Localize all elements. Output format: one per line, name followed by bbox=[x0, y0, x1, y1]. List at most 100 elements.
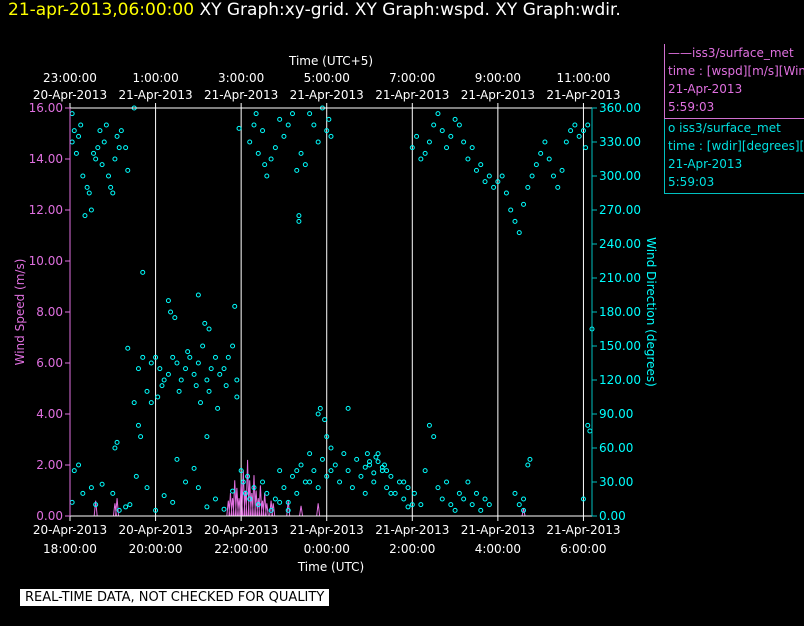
direction-point bbox=[170, 354, 176, 360]
legend-item-direction: o iss3/surface_met time : [wdir][degrees… bbox=[664, 119, 804, 194]
direction-point bbox=[439, 496, 445, 502]
direction-point bbox=[110, 190, 116, 196]
direction-point bbox=[76, 133, 82, 139]
direction-point bbox=[302, 162, 308, 168]
direction-point bbox=[281, 485, 287, 491]
legend-marker-line: —— bbox=[668, 46, 692, 60]
direction-point bbox=[264, 490, 270, 496]
direction-point bbox=[381, 462, 387, 468]
direction-tick-label: 210.00 bbox=[599, 271, 641, 285]
bottom-tick-time: 18:00:00 bbox=[43, 542, 97, 556]
direction-point bbox=[172, 315, 178, 321]
direction-point bbox=[444, 479, 450, 485]
direction-point bbox=[168, 309, 174, 315]
speed-tick-label: 16.00 bbox=[29, 101, 63, 115]
speed-tick-label: 8.00 bbox=[36, 305, 63, 319]
direction-point bbox=[465, 479, 471, 485]
direction-point bbox=[148, 360, 154, 366]
direction-point bbox=[281, 133, 287, 139]
direction-point bbox=[384, 468, 390, 474]
direction-point bbox=[157, 366, 163, 372]
direction-point bbox=[473, 167, 479, 173]
direction-point bbox=[221, 506, 227, 512]
direction-point bbox=[155, 394, 161, 400]
direction-point bbox=[516, 502, 522, 508]
direction-point bbox=[559, 167, 565, 173]
direction-point bbox=[362, 464, 368, 470]
direction-point bbox=[576, 133, 582, 139]
top-tick-time: 3:00:00 bbox=[218, 71, 264, 85]
direction-point bbox=[456, 490, 462, 496]
direction-point bbox=[234, 377, 240, 383]
direction-point bbox=[465, 156, 471, 162]
direction-point bbox=[114, 133, 120, 139]
direction-point bbox=[461, 496, 467, 502]
direction-point bbox=[99, 481, 105, 487]
direction-tick-label: 180.00 bbox=[599, 305, 641, 319]
top-tick-time: 9:00:00 bbox=[475, 71, 521, 85]
direction-point bbox=[345, 405, 351, 411]
direction-point bbox=[223, 383, 229, 389]
direction-point bbox=[88, 207, 94, 213]
direction-point bbox=[358, 473, 364, 479]
direction-point bbox=[521, 507, 527, 513]
legend-series-name: iss3/surface_met bbox=[679, 121, 781, 135]
direction-point bbox=[362, 490, 368, 496]
direction-point bbox=[135, 422, 141, 428]
speed-tick-label: 12.00 bbox=[29, 203, 63, 217]
direction-point bbox=[215, 405, 221, 411]
direction-point bbox=[208, 366, 214, 372]
direction-point bbox=[191, 371, 197, 377]
direction-point bbox=[277, 499, 283, 505]
top-tick-date: 21-Apr-2013 bbox=[461, 88, 535, 102]
direction-point bbox=[580, 496, 586, 502]
direction-point bbox=[307, 451, 313, 457]
direction-point bbox=[76, 462, 82, 468]
direction-point bbox=[195, 485, 201, 491]
bottom-tick-time: 4:00:00 bbox=[475, 542, 521, 556]
legend-marker-circle: o bbox=[668, 121, 676, 135]
direction-point bbox=[296, 213, 302, 219]
direction-point bbox=[473, 490, 479, 496]
direction-point bbox=[322, 417, 328, 423]
bottom-tick-time: 2:00:00 bbox=[389, 542, 435, 556]
direction-point bbox=[341, 451, 347, 457]
direction-point bbox=[80, 173, 86, 179]
direction-point bbox=[388, 473, 394, 479]
direction-point bbox=[525, 184, 531, 190]
direction-point bbox=[238, 468, 244, 474]
direction-point bbox=[176, 388, 182, 394]
direction-point bbox=[587, 428, 593, 434]
bottom-tick-date: 21-Apr-2013 bbox=[461, 523, 535, 537]
legend-series-time: 5:59:03 bbox=[668, 100, 715, 114]
direction-point bbox=[200, 343, 206, 349]
direction-point bbox=[444, 145, 450, 151]
direction-point bbox=[125, 345, 131, 351]
direction-point bbox=[568, 128, 574, 134]
direction-point bbox=[108, 184, 114, 190]
bottom-tick-date: 20-Apr-2013 bbox=[204, 523, 278, 537]
speed-tick-label: 14.00 bbox=[29, 152, 63, 166]
direction-point bbox=[525, 462, 531, 468]
direction-point bbox=[516, 230, 522, 236]
direction-point bbox=[253, 111, 259, 117]
direction-point bbox=[106, 173, 112, 179]
direction-point bbox=[198, 400, 203, 406]
direction-point bbox=[364, 451, 370, 457]
direction-point bbox=[206, 326, 212, 332]
direction-point bbox=[251, 122, 257, 128]
direction-point bbox=[583, 145, 589, 151]
direction-tick-label: 270.00 bbox=[599, 203, 641, 217]
direction-point bbox=[212, 496, 218, 502]
direction-point bbox=[247, 139, 253, 145]
direction-point bbox=[247, 496, 253, 502]
direction-point bbox=[165, 371, 171, 377]
direction-point bbox=[93, 156, 99, 162]
direction-point bbox=[418, 502, 424, 508]
top-tick-time: 23:00:00 bbox=[43, 71, 97, 85]
bottom-tick-date: 20-Apr-2013 bbox=[118, 523, 192, 537]
direction-point bbox=[289, 473, 295, 479]
direction-point bbox=[452, 116, 458, 122]
direction-point bbox=[439, 128, 445, 134]
